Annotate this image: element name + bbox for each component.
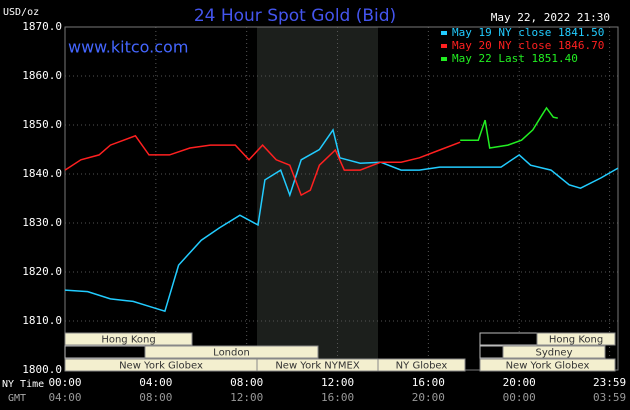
session-label: New York Globex — [506, 361, 590, 372]
x2-tick-label: 20:00 — [412, 391, 445, 404]
x-axis-label: NY Time — [2, 379, 44, 390]
session-box — [64, 345, 146, 359]
y-tick-label: 1860.0 — [22, 69, 62, 82]
legend-entry: May 19 NY close 1841.50 — [452, 26, 604, 39]
x-tick-label: 12:00 — [321, 376, 354, 389]
x2-tick-label: 04:00 — [48, 391, 81, 404]
y-tick-label: 1840.0 — [22, 167, 62, 180]
source: www.kitco.com — [68, 38, 188, 57]
y-tick-label: 1870.0 — [22, 20, 62, 33]
x2-tick-label: 03:59 — [593, 391, 626, 404]
x-tick-label: 23:59 — [593, 376, 626, 389]
x2-tick-label: 12:00 — [230, 391, 263, 404]
session-box — [502, 345, 606, 359]
y-axis-label: USD/oz — [3, 7, 39, 18]
series-line — [64, 128, 619, 313]
y-tick-label: 1850.0 — [22, 118, 62, 131]
session-label: New York Globex — [119, 361, 203, 372]
x2-tick-label: 16:00 — [321, 391, 354, 404]
x-tick-label: 04:00 — [139, 376, 172, 389]
x-tick-label: 08:00 — [230, 376, 263, 389]
y-tick-label: 1800.0 — [22, 363, 62, 376]
session-label: NY Globex — [396, 361, 448, 372]
y-tick-label: 1810.0 — [22, 314, 62, 327]
session-box — [144, 345, 319, 359]
x2-tick-label: 00:00 — [503, 391, 536, 404]
session-box — [377, 358, 466, 372]
session-shade — [257, 27, 378, 370]
chart-title: 24 Hour Spot Gold (Bid) — [194, 6, 396, 26]
x-tick-label: 16:00 — [412, 376, 445, 389]
session-box — [64, 332, 193, 346]
y-tick-label: 1830.0 — [22, 216, 62, 229]
session-label: Hong Kong — [549, 335, 603, 346]
session-box — [479, 345, 504, 359]
session-label: New York NYMEX — [275, 361, 360, 372]
session-label: London — [213, 348, 250, 359]
legend-swatch — [441, 31, 447, 35]
series-line — [460, 106, 558, 149]
session-box — [536, 332, 616, 346]
session-box — [479, 358, 616, 372]
x2-tick-label: 08:00 — [139, 391, 172, 404]
date: May 22, 2022 21:30 — [491, 11, 610, 24]
session-label: Hong Kong — [101, 335, 155, 346]
x-tick-label: 00:00 — [48, 376, 81, 389]
legend-swatch — [441, 57, 447, 61]
y-tick-label: 1820.0 — [22, 265, 62, 278]
x-tick-label: 20:00 — [503, 376, 536, 389]
session-label: Sydney — [535, 348, 572, 359]
series-line — [64, 134, 461, 197]
legend-entry: May 20 NY close 1846.70 — [452, 39, 604, 52]
legend-swatch — [441, 44, 447, 48]
x2-axis-label: GMT — [8, 393, 26, 404]
session-box — [479, 332, 538, 346]
legend-entry: May 22 Last 1851.40 — [452, 52, 578, 65]
